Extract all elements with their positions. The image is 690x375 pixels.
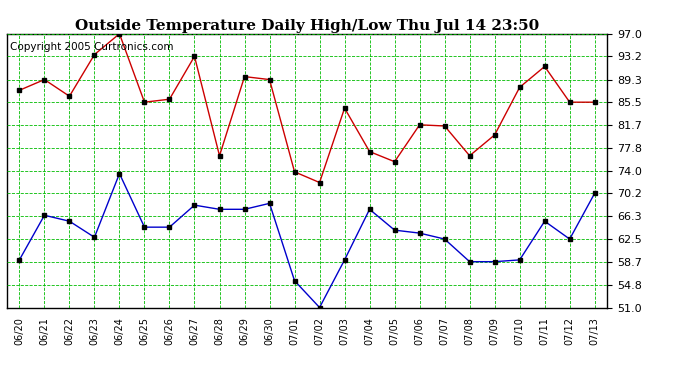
Title: Outside Temperature Daily High/Low Thu Jul 14 23:50: Outside Temperature Daily High/Low Thu J… — [75, 19, 539, 33]
Text: Copyright 2005 Curtronics.com: Copyright 2005 Curtronics.com — [10, 42, 173, 52]
